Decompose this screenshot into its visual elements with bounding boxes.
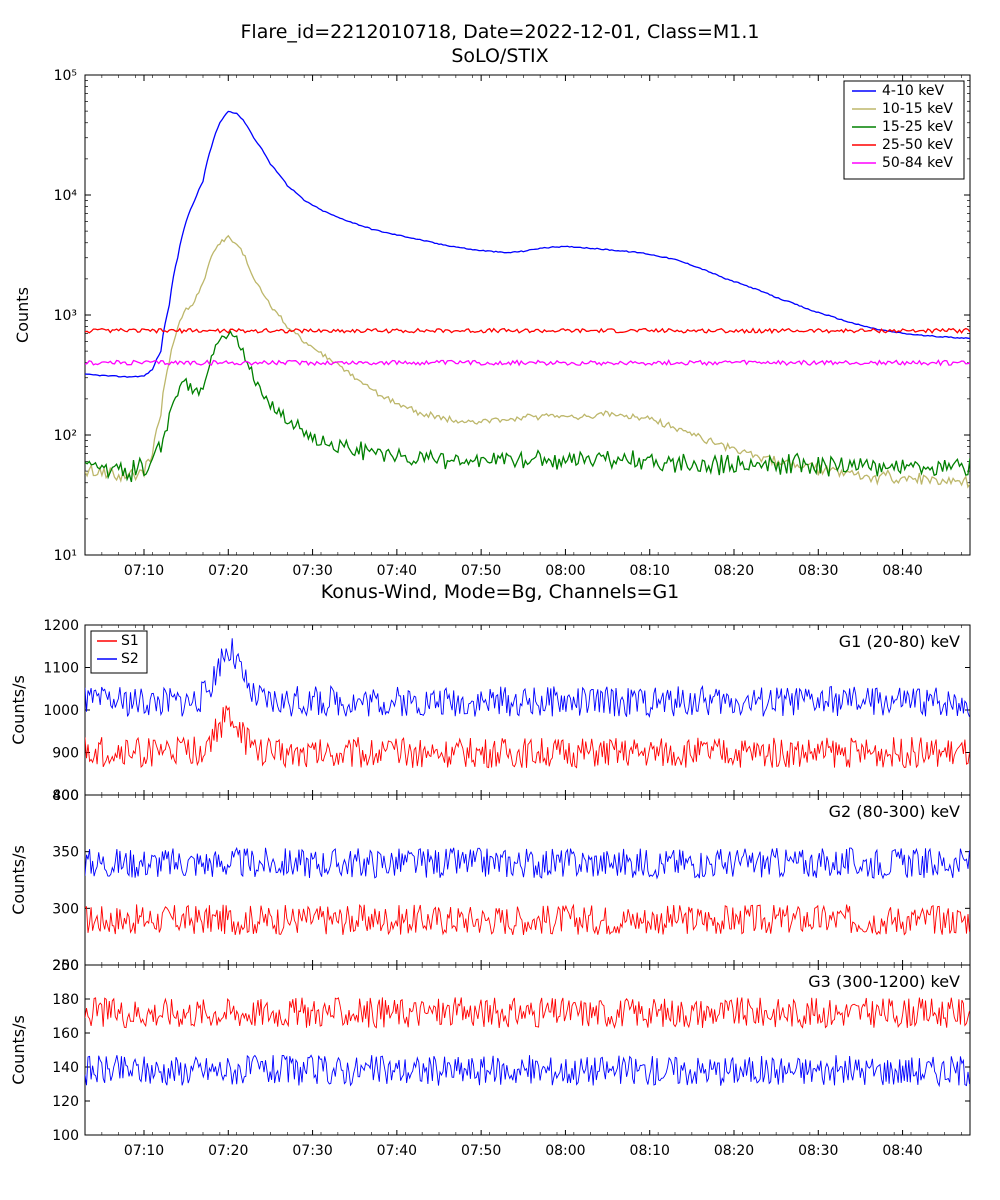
legend-label: 25-50 keV: [882, 137, 953, 153]
figure-svg: Flare_id=2212010718, Date=2022-12-01, Cl…: [0, 0, 1000, 1200]
ytick-label: 160: [52, 1026, 79, 1042]
ytick-label: 900: [52, 746, 79, 762]
ytick-label: 400: [52, 788, 79, 804]
ytick-label: 1100: [43, 661, 79, 677]
stix-series: [85, 331, 970, 482]
ytick-label: 140: [52, 1060, 79, 1076]
ytick-label: 10⁵: [54, 68, 77, 84]
ytick-label: 10³: [54, 308, 77, 324]
xtick-label: 08:30: [798, 563, 838, 579]
xtick-label: 07:50: [461, 1143, 501, 1159]
xtick-label: 07:20: [208, 563, 248, 579]
kw-series: [85, 997, 970, 1028]
xtick-label: 08:10: [630, 1143, 670, 1159]
legend-label: 50-84 keV: [882, 155, 953, 171]
xtick-label: 08:00: [545, 563, 585, 579]
xtick-label: 08:10: [630, 563, 670, 579]
legend-label: 10-15 keV: [882, 101, 953, 117]
stix-series: [85, 361, 970, 366]
xtick-label: 08:00: [545, 1143, 585, 1159]
xtick-label: 08:40: [882, 563, 922, 579]
panel-annotation: G3 (300-1200) keV: [808, 972, 960, 991]
xtick-label: 08:40: [882, 1143, 922, 1159]
xtick-label: 07:30: [292, 1143, 332, 1159]
kw-series: [85, 848, 970, 878]
xtick-label: 08:20: [714, 563, 754, 579]
ytick-label: 100: [52, 1128, 79, 1144]
bottom-ylabel: Counts/s: [9, 1015, 28, 1085]
figure-container: Flare_id=2212010718, Date=2022-12-01, Cl…: [0, 0, 1000, 1200]
ytick-label: 1000: [43, 703, 79, 719]
ytick-label: 10⁴: [54, 188, 78, 204]
xtick-label: 08:30: [798, 1143, 838, 1159]
ytick-label: 10²: [54, 428, 77, 444]
stix-series: [85, 236, 970, 487]
ytick-label: 200: [52, 958, 79, 974]
legend-label: S2: [121, 651, 139, 667]
bottom-ylabel: Counts/s: [9, 845, 28, 915]
xtick-label: 08:20: [714, 1143, 754, 1159]
ytick-label: 1200: [43, 618, 79, 634]
xtick-label: 07:40: [377, 563, 417, 579]
ytick-label: 350: [52, 845, 79, 861]
top-panel-title: SoLO/STIX: [451, 45, 548, 67]
stix-series: [85, 329, 970, 333]
ytick-label: 10¹: [54, 548, 77, 564]
legend-label: 15-25 keV: [882, 119, 953, 135]
ytick-label: 300: [52, 901, 79, 917]
top-panel-frame: [85, 75, 970, 555]
xtick-label: 07:40: [377, 1143, 417, 1159]
kw-series: [85, 706, 970, 768]
panel-annotation: G1 (20-80) keV: [839, 632, 960, 651]
stix-series: [85, 111, 970, 377]
ytick-label: 180: [52, 992, 79, 1008]
xtick-label: 07:50: [461, 563, 501, 579]
kw-series: [85, 904, 970, 935]
xtick-label: 07:10: [124, 1143, 164, 1159]
kw-series: [85, 1055, 970, 1086]
xtick-label: 07:30: [292, 563, 332, 579]
kw-series: [85, 638, 970, 717]
main-title: Flare_id=2212010718, Date=2022-12-01, Cl…: [240, 21, 759, 43]
xtick-label: 07:20: [208, 1143, 248, 1159]
ytick-label: 120: [52, 1094, 79, 1110]
legend-label: 4-10 keV: [882, 83, 944, 99]
bottom-ylabel: Counts/s: [9, 675, 28, 745]
xtick-label: 07:10: [124, 563, 164, 579]
bottom-title: Konus-Wind, Mode=Bg, Channels=G1: [321, 581, 680, 603]
panel-annotation: G2 (80-300) keV: [829, 802, 960, 821]
top-ylabel: Counts: [13, 287, 32, 343]
legend-label: S1: [121, 633, 139, 649]
